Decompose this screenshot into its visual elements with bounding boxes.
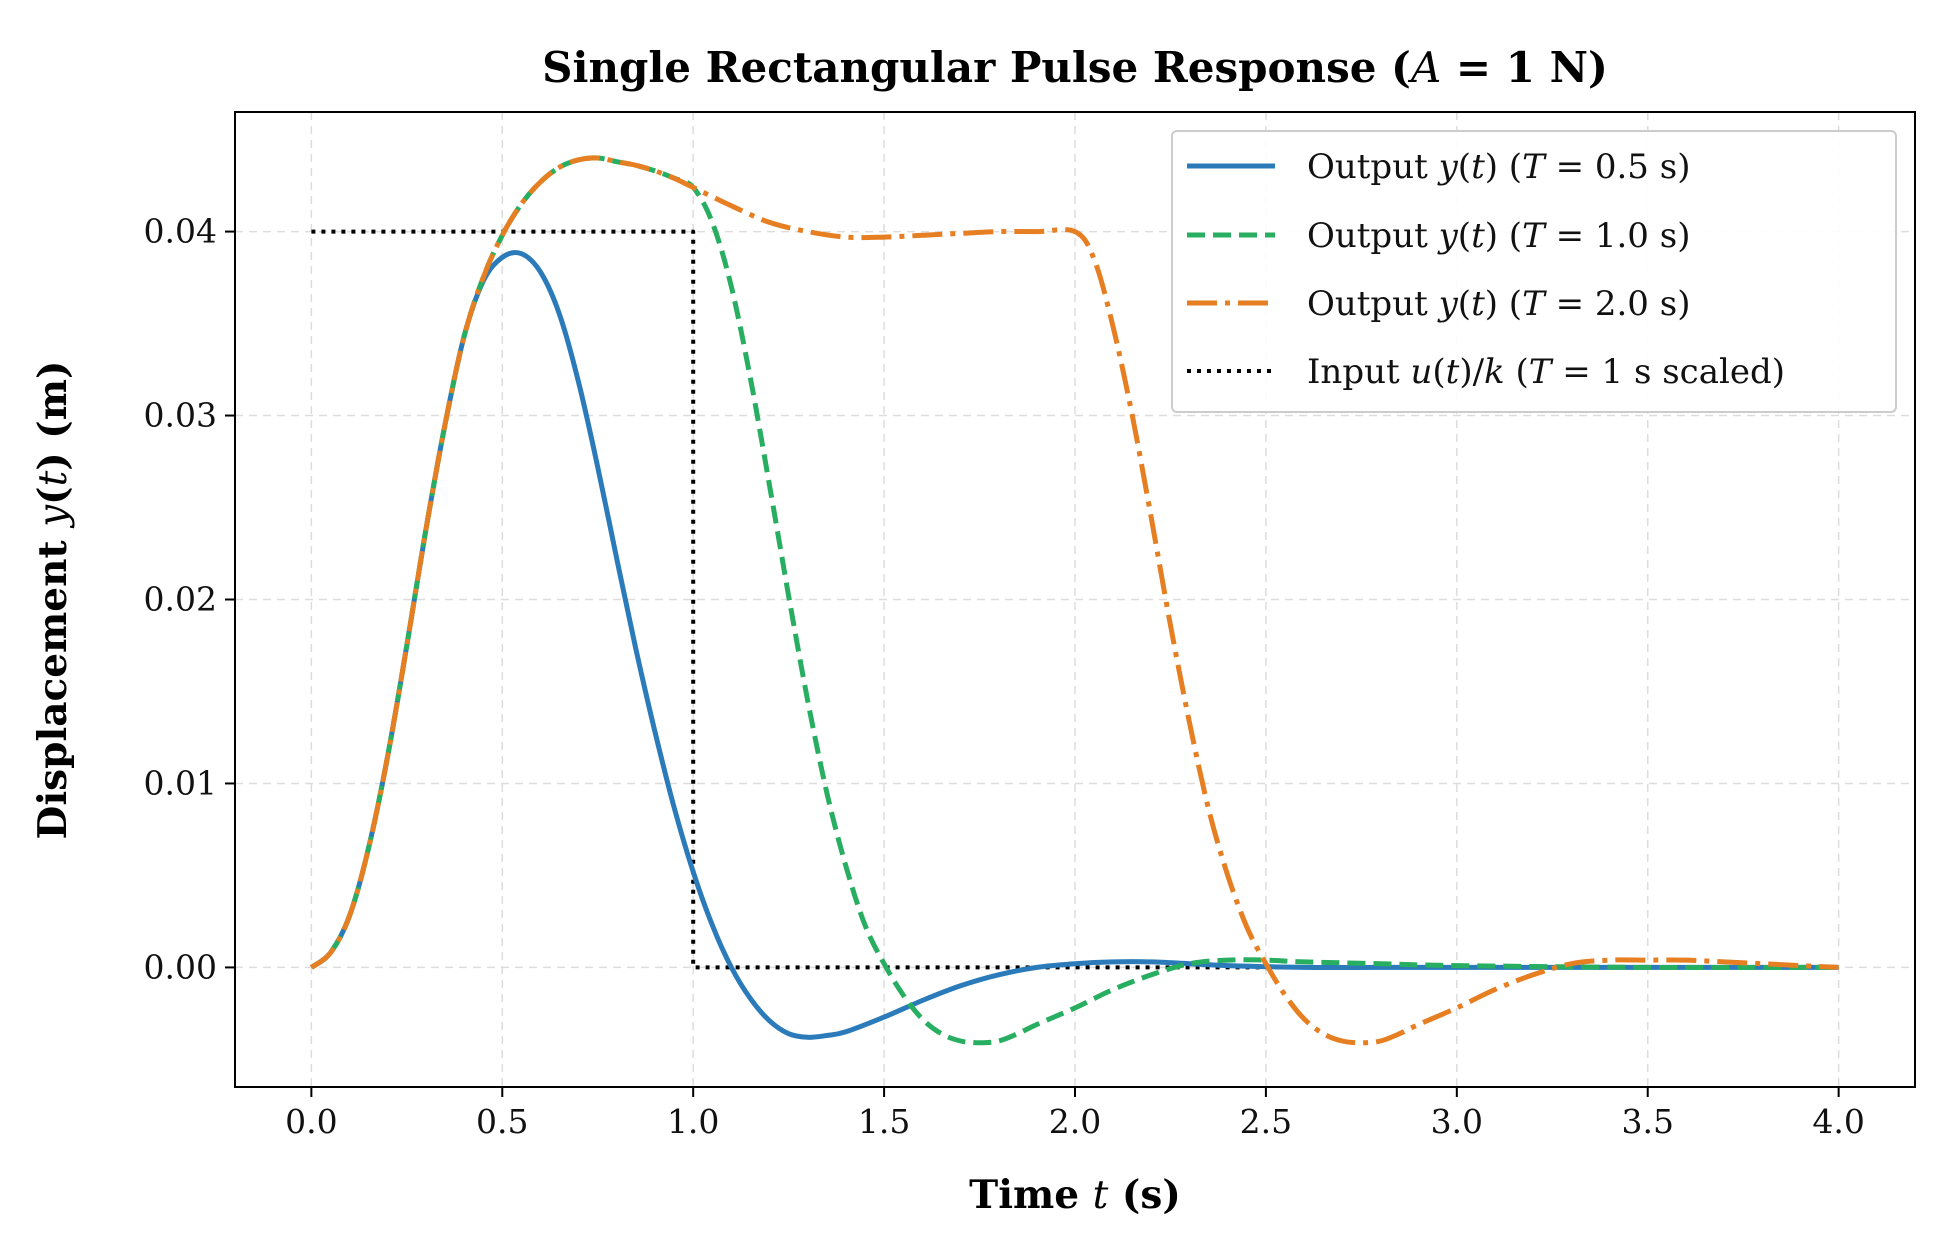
- y-tick-label-0: 0.00: [144, 947, 217, 986]
- series-line-0: [309, 250, 1839, 1040]
- legend-label-t10: Output y(t) (T = 1.0 s): [1307, 216, 1690, 256]
- x-tick-label-0: 0.0: [285, 1102, 337, 1141]
- ticks: 0.0 0.5 1.0 1.5 2.0 2.5 3.0 3.5 4.0 0.00 0.01 0.02 0…: [144, 212, 1865, 1141]
- x-tick-label-1: 0.5: [476, 1102, 528, 1141]
- x-tick-label-7: 3.5: [1621, 1102, 1673, 1141]
- x-tick-label-6: 3.0: [1431, 1102, 1483, 1141]
- series-line-1: [309, 155, 1839, 1046]
- x-tick-label-8: 4.0: [1812, 1102, 1864, 1141]
- legend: Output y(t) (T = 0.5 s) Output y(t) (T =…: [1171, 130, 1897, 413]
- y-tick-label-1: 0.01: [144, 763, 217, 802]
- x-axis-title: Time t (s): [969, 1172, 1181, 1218]
- y-axis-title: Displacement y(t) (m): [30, 361, 76, 840]
- x-tick-label-5: 2.5: [1240, 1102, 1292, 1141]
- legend-label-t20: Output y(t) (T = 2.0 s): [1307, 284, 1690, 324]
- x-tick-label-2: 1.0: [667, 1102, 719, 1141]
- legend-label-input: Input u(t)/k (T = 1 s scaled): [1307, 352, 1785, 392]
- x-tick-label-4: 2.0: [1049, 1102, 1101, 1141]
- legend-label-t05: Output y(t) (T = 0.5 s): [1307, 147, 1690, 187]
- y-tick-label-3: 0.03: [144, 396, 217, 435]
- legend-box: [1171, 130, 1897, 413]
- chart-title: Single Rectangular Pulse Response (A = 1…: [542, 43, 1608, 92]
- y-tick-label-2: 0.02: [144, 580, 217, 619]
- x-tick-label-3: 1.5: [858, 1102, 910, 1141]
- series-layer: [309, 155, 1839, 1046]
- series-line-2: [309, 155, 1839, 1046]
- y-tick-label-4: 0.04: [144, 212, 217, 251]
